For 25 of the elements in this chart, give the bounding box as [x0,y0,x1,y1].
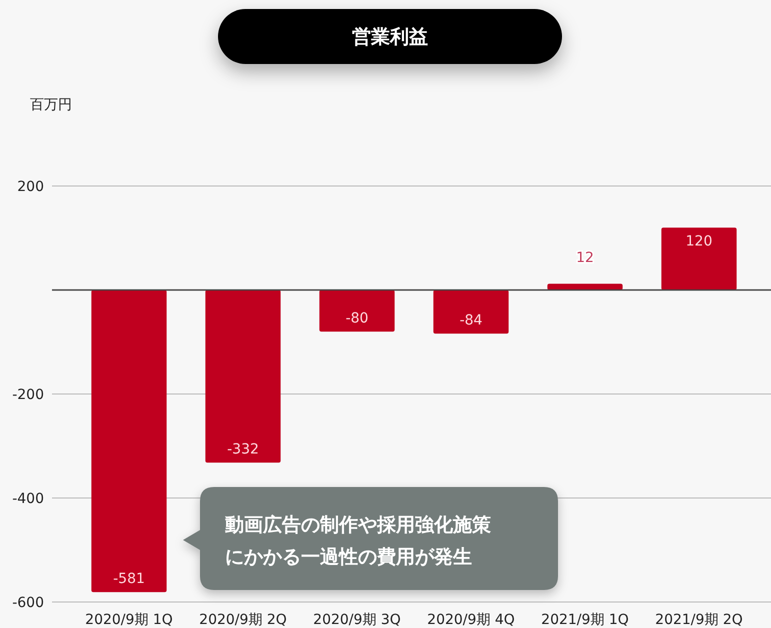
y-tick-label: -600 [12,595,44,611]
x-tick-label: 2020/9期 3Q [313,612,401,628]
data-label: -332 [227,442,259,458]
chart-title: 営業利益 [352,26,428,48]
x-tick-label: 2020/9期 2Q [199,612,287,628]
x-tick-label: 2021/9期 1Q [541,612,629,628]
data-label: 120 [686,234,712,250]
annotation: 動画広告の制作や採用強化施策にかかる一過性の費用が発生 [224,514,491,568]
bar [91,290,167,592]
y-tick-label: -200 [12,387,44,403]
data-label: -581 [113,571,145,588]
bar [433,290,509,334]
x-tick-label: 2020/9期 4Q [427,612,515,628]
data-label: 12 [576,250,594,266]
data-label: -84 [460,312,483,329]
bar [661,228,737,290]
x-tick-label: 2020/9期 1Q [85,612,173,628]
callout-box: 動画広告の制作や採用強化施策にかかる一過性の費用が発生 [183,487,558,590]
y-tick-label: -400 [12,491,44,507]
y-tick-label: 200 [17,179,44,195]
x-tick-label: 2021/9期 2Q [655,612,743,628]
data-label: -80 [346,310,368,327]
y-axis-title: 百万円 [30,97,72,113]
bar [205,290,281,463]
bar [319,290,395,332]
